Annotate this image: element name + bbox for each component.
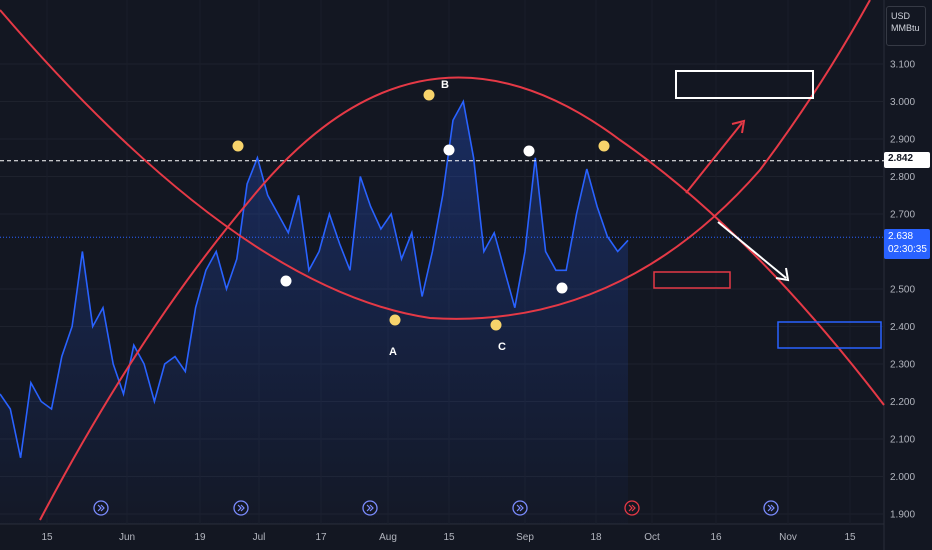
unit-line-measure: MMBtu	[891, 23, 920, 33]
event-marker-glyph	[767, 504, 775, 512]
time-tick-label: 18	[590, 532, 602, 543]
highlight-dot	[490, 319, 502, 331]
time-tick-label: Sep	[516, 532, 534, 543]
event-marker-icon[interactable]	[93, 500, 109, 516]
time-tick-label: 15	[41, 532, 53, 543]
down-arrow-head	[775, 267, 790, 282]
price-tick-label: 2.800	[890, 172, 915, 183]
upper-arc	[39, 76, 885, 521]
time-axis: 15 Jun 19 Jul 17 Aug 15 Sep 18 Oct 16 Nov 15	[41, 532, 856, 543]
unit-line-currency: USD	[891, 11, 911, 21]
time-tick-label: 15	[844, 532, 856, 543]
price-tick-label: 2.000	[890, 472, 915, 483]
price-tick-label: 3.100	[890, 60, 915, 71]
time-tick-label: Aug	[379, 532, 397, 543]
event-marker-glyph	[628, 504, 636, 512]
swing-dot	[280, 275, 292, 287]
up-arrow-head	[731, 119, 746, 134]
blue-target-box	[777, 321, 882, 349]
price-tick-label: 2.100	[890, 435, 915, 446]
down-arrow-shaft	[717, 221, 787, 279]
time-tick-label: Jun	[119, 532, 135, 543]
chart-drawings: A B C	[0, 0, 885, 521]
time-tick-label: Jul	[253, 532, 266, 543]
time-tick-label: 17	[315, 532, 327, 543]
event-marker-icon[interactable]	[763, 500, 779, 516]
price-area	[0, 101, 628, 524]
last-price-tag: 2.638 02:30:35	[884, 229, 930, 259]
point-label-b: B	[441, 79, 449, 91]
highlight-dot	[389, 314, 401, 326]
price-tick-label: 2.300	[890, 360, 915, 371]
bar-countdown: 02:30:35	[888, 244, 927, 255]
price-tick-label: 2.700	[890, 210, 915, 221]
event-marker-icon[interactable]	[512, 500, 528, 516]
event-marker-glyph	[516, 504, 524, 512]
white-target-box	[675, 70, 814, 99]
price-tick-label: 3.000	[890, 97, 915, 108]
event-marker-icon[interactable]	[233, 500, 249, 516]
time-tick-label: 15	[443, 532, 455, 543]
event-marker-icon[interactable]	[624, 500, 640, 516]
price-axis: 3.100 3.000 2.900 2.800 2.700 2.500 2.400 2.300…	[890, 60, 915, 521]
price-tick-label: 2.900	[890, 135, 915, 146]
up-arrow-shaft	[685, 122, 743, 194]
reference-price-tag: 2.842	[884, 152, 930, 168]
time-tick-label: 19	[194, 532, 206, 543]
swing-dot	[443, 144, 455, 156]
time-tick-label: 16	[710, 532, 722, 543]
swing-dot	[523, 145, 535, 157]
lower-arc	[0, 0, 871, 320]
price-tick-label: 2.500	[890, 285, 915, 296]
event-marker-glyph	[237, 504, 245, 512]
point-label-a: A	[389, 346, 397, 358]
highlight-dot	[598, 140, 610, 152]
red-target-box	[653, 271, 731, 289]
price-tick-label: 2.400	[890, 322, 915, 333]
highlight-dot	[232, 140, 244, 152]
time-tick-label: Nov	[779, 532, 797, 543]
time-tick-label: Oct	[644, 532, 660, 543]
last-price-value: 2.638	[888, 231, 914, 242]
point-label-c: C	[498, 341, 506, 353]
event-marker-glyph	[366, 504, 374, 512]
price-line	[0, 99, 629, 458]
swing-dot	[556, 282, 568, 294]
price-tick-label: 1.900	[890, 510, 915, 521]
highlight-dot	[423, 89, 435, 101]
price-series	[0, 99, 629, 524]
currency-unit-label[interactable]: USD MMBtu	[886, 6, 926, 46]
price-tick-label: 2.200	[890, 397, 915, 408]
event-marker-icon[interactable]	[362, 500, 378, 516]
event-marker-glyph	[97, 504, 105, 512]
